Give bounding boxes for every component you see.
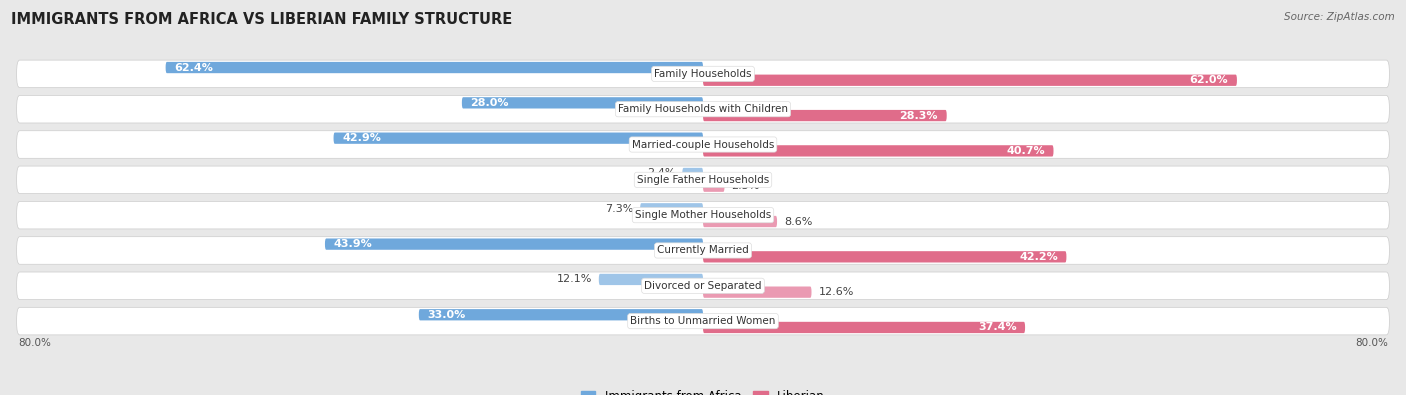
Text: 42.9%: 42.9% bbox=[342, 133, 381, 143]
FancyBboxPatch shape bbox=[703, 216, 778, 227]
Text: 40.7%: 40.7% bbox=[1007, 146, 1045, 156]
FancyBboxPatch shape bbox=[17, 272, 1389, 299]
FancyBboxPatch shape bbox=[703, 286, 811, 298]
Text: 62.0%: 62.0% bbox=[1189, 75, 1229, 85]
FancyBboxPatch shape bbox=[166, 62, 703, 73]
Text: 42.2%: 42.2% bbox=[1019, 252, 1057, 262]
FancyBboxPatch shape bbox=[17, 96, 1389, 123]
Text: Currently Married: Currently Married bbox=[657, 245, 749, 256]
FancyBboxPatch shape bbox=[640, 203, 703, 214]
FancyBboxPatch shape bbox=[17, 131, 1389, 158]
FancyBboxPatch shape bbox=[17, 166, 1389, 194]
Text: Married-couple Households: Married-couple Households bbox=[631, 139, 775, 150]
Text: 8.6%: 8.6% bbox=[785, 216, 813, 226]
Text: 62.4%: 62.4% bbox=[174, 62, 214, 73]
FancyBboxPatch shape bbox=[461, 97, 703, 109]
Text: 28.3%: 28.3% bbox=[900, 111, 938, 120]
Text: Family Households with Children: Family Households with Children bbox=[619, 104, 787, 114]
Text: 28.0%: 28.0% bbox=[471, 98, 509, 108]
Text: 80.0%: 80.0% bbox=[18, 338, 51, 348]
Text: 37.4%: 37.4% bbox=[977, 322, 1017, 333]
FancyBboxPatch shape bbox=[703, 110, 946, 121]
Text: Source: ZipAtlas.com: Source: ZipAtlas.com bbox=[1284, 12, 1395, 22]
Text: Divorced or Separated: Divorced or Separated bbox=[644, 281, 762, 291]
FancyBboxPatch shape bbox=[703, 75, 1237, 86]
FancyBboxPatch shape bbox=[17, 307, 1389, 335]
FancyBboxPatch shape bbox=[419, 309, 703, 320]
Text: 12.1%: 12.1% bbox=[557, 275, 592, 284]
Text: 33.0%: 33.0% bbox=[427, 310, 465, 320]
Text: Family Households: Family Households bbox=[654, 69, 752, 79]
FancyBboxPatch shape bbox=[703, 251, 1066, 263]
FancyBboxPatch shape bbox=[703, 322, 1025, 333]
Text: Births to Unmarried Women: Births to Unmarried Women bbox=[630, 316, 776, 326]
Text: IMMIGRANTS FROM AFRICA VS LIBERIAN FAMILY STRUCTURE: IMMIGRANTS FROM AFRICA VS LIBERIAN FAMIL… bbox=[11, 12, 513, 27]
FancyBboxPatch shape bbox=[682, 168, 703, 179]
FancyBboxPatch shape bbox=[703, 145, 1053, 156]
FancyBboxPatch shape bbox=[599, 274, 703, 285]
Text: 12.6%: 12.6% bbox=[818, 287, 853, 297]
FancyBboxPatch shape bbox=[17, 201, 1389, 229]
Text: Single Father Households: Single Father Households bbox=[637, 175, 769, 185]
Text: 2.5%: 2.5% bbox=[731, 181, 759, 191]
FancyBboxPatch shape bbox=[333, 132, 703, 144]
Text: Single Mother Households: Single Mother Households bbox=[636, 210, 770, 220]
Text: 80.0%: 80.0% bbox=[1355, 338, 1388, 348]
FancyBboxPatch shape bbox=[325, 239, 703, 250]
FancyBboxPatch shape bbox=[703, 181, 724, 192]
FancyBboxPatch shape bbox=[17, 237, 1389, 264]
Text: 2.4%: 2.4% bbox=[647, 169, 675, 179]
Text: 7.3%: 7.3% bbox=[605, 204, 633, 214]
Text: 43.9%: 43.9% bbox=[333, 239, 373, 249]
Legend: Immigrants from Africa, Liberian: Immigrants from Africa, Liberian bbox=[576, 385, 830, 395]
FancyBboxPatch shape bbox=[17, 60, 1389, 88]
